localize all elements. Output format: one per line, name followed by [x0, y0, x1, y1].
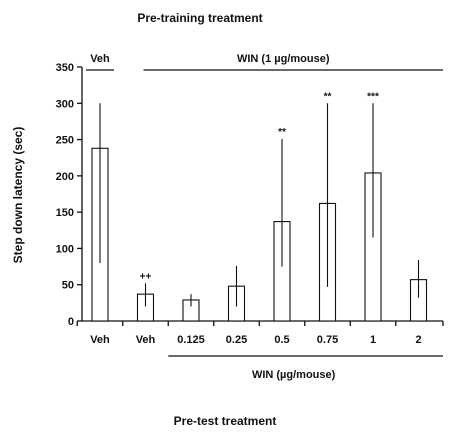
x-axis-label: Pre-test treatment: [174, 414, 277, 428]
significance-label: ***: [367, 91, 379, 102]
significance-label: ++: [140, 271, 152, 282]
y-tick-label: 150: [56, 207, 74, 219]
y-axis-label: Step down latency (sec): [11, 127, 25, 264]
y-tick-label: 0: [68, 316, 74, 328]
y-tick-label: 200: [56, 171, 74, 183]
y-tick-label: 100: [56, 243, 74, 255]
x-tick-label: Veh: [90, 334, 110, 346]
y-tick-label: 250: [56, 135, 74, 147]
y-tick-label: 350: [56, 62, 74, 74]
y-tick-label: 50: [62, 280, 74, 292]
x-tick-label: 1: [370, 334, 376, 346]
y-tick-label: 300: [56, 98, 74, 110]
top-group-label: WIN (1 µg/mouse): [237, 53, 330, 65]
x-tick-label: 0.25: [226, 334, 247, 346]
x-tick-label: 0.125: [177, 334, 205, 346]
plot-area: 0 50 100 150 200 250 300 350 Veh Veh ++ 0.125 0.25 0.…: [56, 53, 444, 381]
bottom-group-label: WIN (µg/mouse): [252, 369, 336, 381]
significance-label: **: [278, 127, 286, 138]
x-tick-label: 0.5: [274, 334, 289, 346]
top-group-label: Veh: [90, 53, 110, 65]
x-tick-label: 0.75: [317, 334, 338, 346]
significance-label: **: [324, 91, 332, 102]
chart-title: Pre-training treatment: [137, 11, 262, 25]
x-tick-label: Veh: [136, 334, 156, 346]
x-tick-label: 2: [415, 334, 421, 346]
